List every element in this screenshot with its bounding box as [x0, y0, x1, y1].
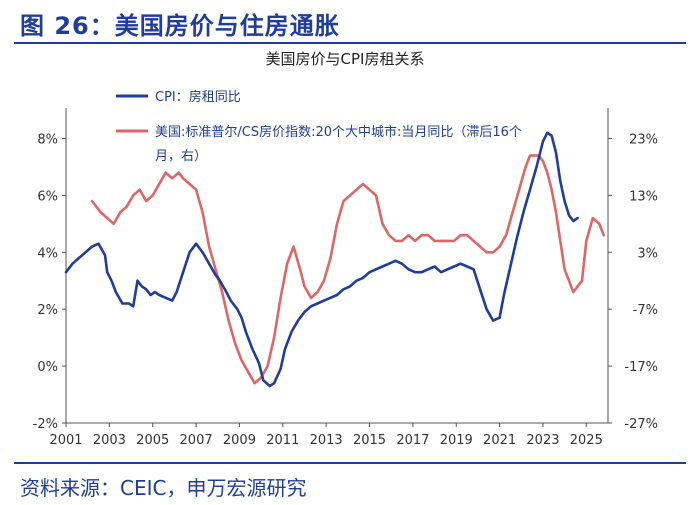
x-tick-label: 2021 [483, 433, 516, 448]
y-right-tick-label: -7% [633, 303, 658, 318]
legend: CPI：房租同比 美国:标准普尔/CS房价指数:20个大中城市:当月同比（滞后1… [116, 89, 522, 164]
y-right-tick-label: 13% [629, 189, 658, 204]
y-right-tick-label: 23% [629, 132, 658, 147]
y-left-tick-label: 2% [37, 303, 58, 318]
y-left-tick-label: 0% [37, 360, 58, 375]
source-rule [14, 462, 686, 464]
y-left-tick-label: 6% [37, 189, 58, 204]
x-tick-label: 2023 [526, 433, 559, 448]
y-right-tick-label: -27% [624, 417, 658, 432]
x-tick-label: 2017 [396, 433, 429, 448]
series-line-cs-home-price [90, 154, 606, 385]
y-left-tick-label: 4% [37, 246, 58, 261]
series-line-cpi-rent [64, 131, 579, 388]
source-note: 资料来源：CEIC，申万宏源研究 [20, 476, 307, 500]
x-tick-label: 2025 [570, 433, 603, 448]
chart-title: 美国房价与CPI房租关系 [266, 50, 425, 68]
x-tick-label: 2015 [353, 433, 386, 448]
x-tick-label: 2007 [180, 433, 213, 448]
chart: 美国房价与CPI房租关系 -2% 0% 2% 4% 6% 8% -27% -17% -7% 3% 1… [33, 50, 658, 448]
x-tick-label: 2013 [310, 433, 343, 448]
legend-cpi-label: CPI：房租同比 [155, 89, 241, 105]
y-left-tick-label: 8% [37, 132, 58, 147]
series-layer [64, 131, 606, 388]
y-right-tick-label: 3% [637, 246, 658, 261]
title-rule [14, 42, 686, 44]
x-tick-label: 2005 [136, 433, 169, 448]
x-tick-label: 2003 [93, 433, 126, 448]
x-tick-label: 2009 [223, 433, 256, 448]
x-tick-label: 2001 [49, 433, 82, 448]
y-left-tick-label: -2% [33, 417, 58, 432]
x-tick-label: 2019 [440, 433, 473, 448]
axes: -2% 0% 2% 4% 6% 8% -27% -17% -7% 3% 13% 23% 2001 2003… [33, 108, 658, 448]
y-right-tick-label: -17% [624, 360, 658, 375]
x-tick-label: 2011 [266, 433, 299, 448]
figure-title: 图 26：美国房价与住房通胀 [20, 12, 340, 40]
legend-cs-label-line1: 美国:标准普尔/CS房价指数:20个大中城市:当月同比（滞后16个 [155, 124, 522, 140]
legend-cs-label-line2: 月，右） [155, 149, 207, 164]
